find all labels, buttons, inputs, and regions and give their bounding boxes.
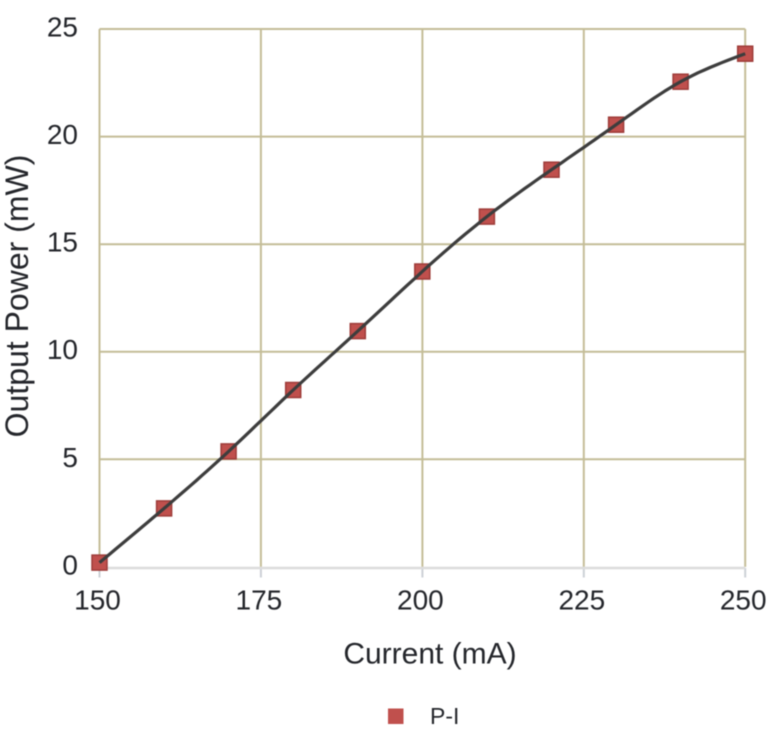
svg-text:P-I: P-I: [430, 703, 459, 729]
svg-text:175: 175: [236, 585, 283, 616]
svg-text:Output Power (mW): Output Power (mW): [0, 155, 35, 438]
svg-text:Current (mA): Current (mA): [343, 638, 516, 671]
svg-text:200: 200: [397, 585, 444, 616]
svg-text:150: 150: [74, 585, 121, 616]
svg-text:15: 15: [47, 227, 78, 258]
svg-text:225: 225: [558, 585, 605, 616]
svg-text:0: 0: [62, 549, 78, 580]
svg-text:10: 10: [47, 334, 78, 365]
svg-text:250: 250: [720, 585, 767, 616]
svg-text:20: 20: [47, 119, 78, 150]
svg-text:25: 25: [47, 12, 78, 43]
svg-text:5: 5: [62, 442, 78, 473]
